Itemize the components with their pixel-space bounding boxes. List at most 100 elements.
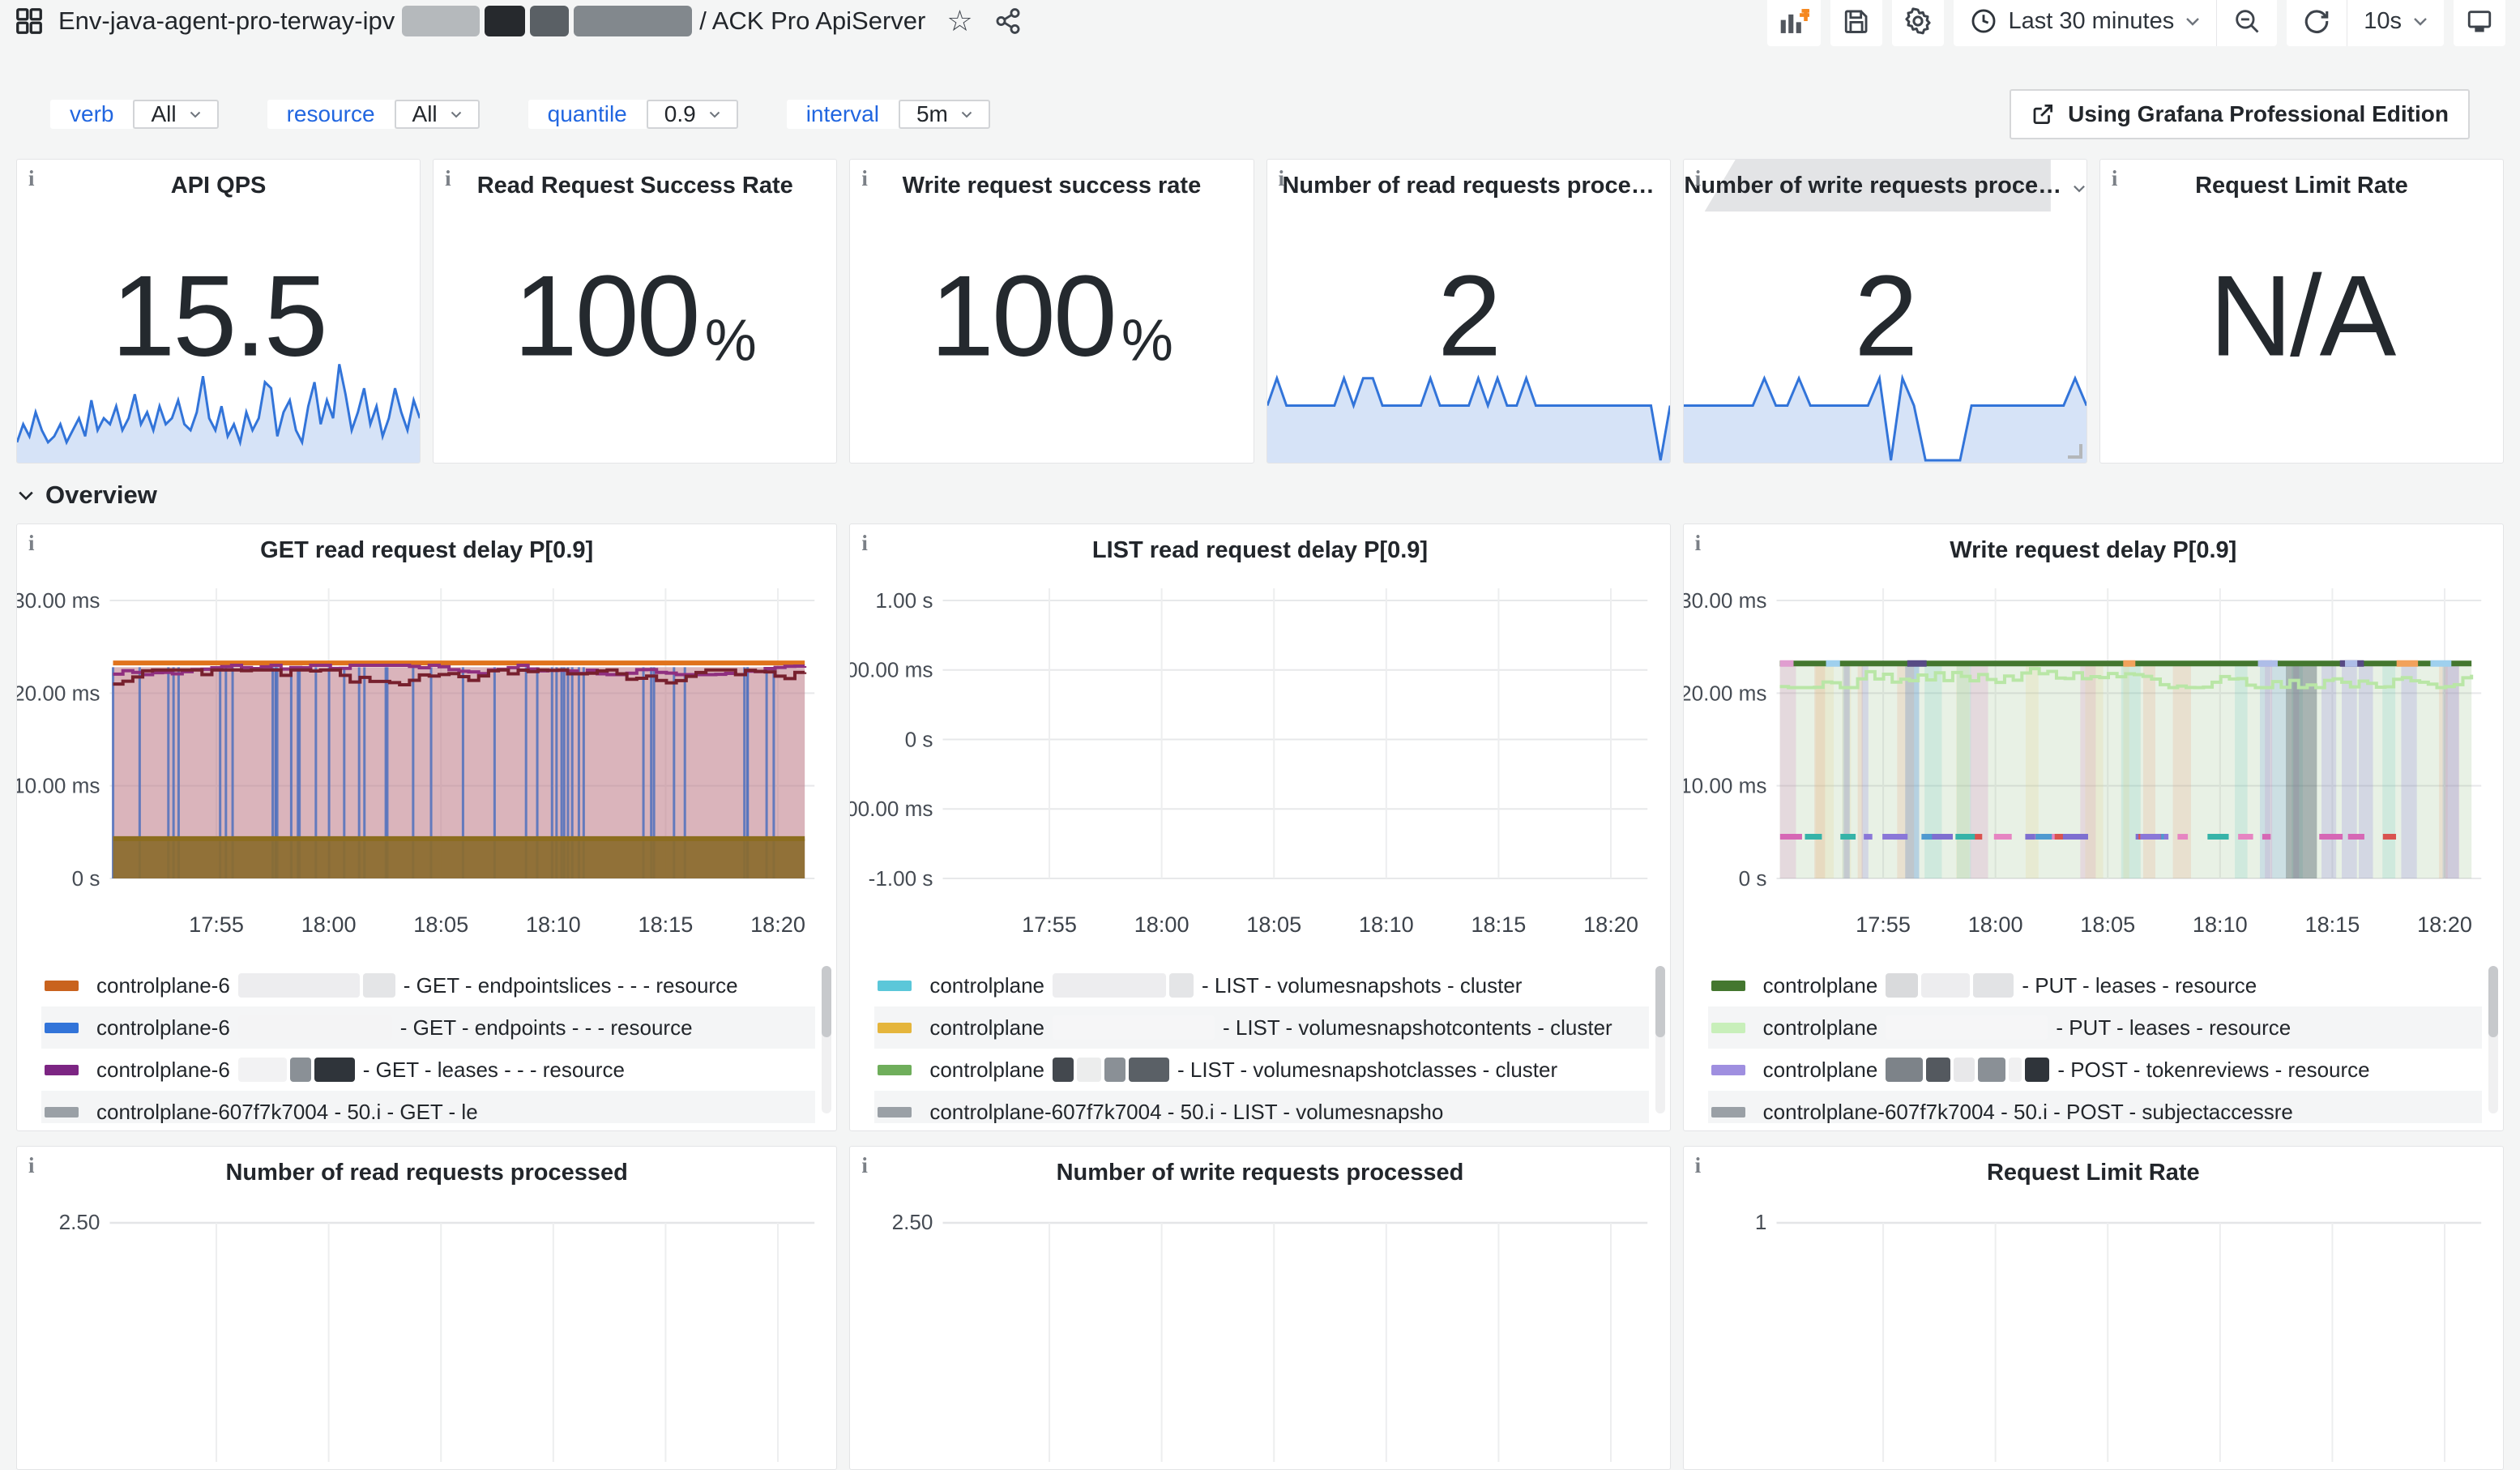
timeseries-chart[interactable]: 1 <box>1684 1186 2503 1462</box>
legend-item[interactable]: controlplane - POST - tokenreviews - reso… <box>1708 1049 2482 1091</box>
chart-panel-write-requests-processed: i Number of write requests processed 2.5… <box>849 1146 1671 1470</box>
panel-title[interactable]: LIST read request delay P[0.9] <box>1091 537 1429 563</box>
filter-label: resource <box>267 100 395 129</box>
favorite-star-icon[interactable]: ☆ <box>946 4 973 37</box>
redacted-blocks <box>237 1015 394 1040</box>
legend-scrollbar-thumb[interactable] <box>2488 966 2498 1037</box>
chart-legend: controlplane-6- GET - endpointslices - -… <box>17 961 836 1123</box>
info-icon[interactable]: i <box>28 1153 35 1177</box>
add-panel-button[interactable] <box>1766 0 1821 46</box>
dashboard-settings-button[interactable] <box>1891 0 1944 46</box>
svg-text:0 s: 0 s <box>1738 866 1766 891</box>
legend-swatch <box>45 980 79 991</box>
legend-scrollbar-thumb[interactable] <box>1655 966 1665 1037</box>
filter-selected-value: All <box>412 101 438 126</box>
redacted-blocks <box>1884 1015 2049 1040</box>
time-range-picker[interactable]: Last 30 minutes <box>1954 0 2217 46</box>
panel-title[interactable]: Number of write requests processed <box>1056 1160 1464 1186</box>
dashboards-grid-icon[interactable] <box>15 6 44 36</box>
panel-title[interactable]: Request Limit Rate <box>2195 173 2408 199</box>
timeseries-chart[interactable]: 2.50 <box>17 1186 836 1462</box>
row-overview-toggle[interactable]: Overview <box>18 476 2520 514</box>
dashboard-title[interactable]: Env-java-agent-pro-terway-ipv / ACK Pro … <box>58 6 925 36</box>
info-icon[interactable]: i <box>861 166 868 190</box>
info-icon[interactable]: i <box>861 531 868 555</box>
legend-item-partial[interactable]: controlplane-607f7k7004 - 50.i - GET - l… <box>41 1091 816 1123</box>
refresh-button[interactable] <box>2287 0 2347 46</box>
chevron-down-icon <box>19 491 33 500</box>
redacted-title-blocks <box>399 6 694 36</box>
timeseries-chart[interactable]: 1.00 s 500.00 ms 0 s -500.00 ms -1.00 s 17:55… <box>850 564 1669 961</box>
svg-text:18:05: 18:05 <box>2080 912 2135 937</box>
info-icon[interactable]: i <box>1278 166 1285 190</box>
filter-value-dropdown[interactable]: 5m <box>898 100 990 129</box>
info-icon[interactable]: i <box>1694 531 1702 555</box>
grafana-edition-button[interactable]: Using Grafana Professional Edition <box>2010 89 2470 139</box>
svg-text:18:00: 18:00 <box>1967 912 2022 937</box>
timeseries-chart[interactable]: 30.00 ms 20.00 ms 10.00 ms 0 s 17:55 18:00 18:… <box>17 564 836 961</box>
info-icon[interactable]: i <box>2111 166 2118 190</box>
redacted-blocks <box>237 1058 357 1082</box>
legend-swatch <box>878 1106 912 1117</box>
kiosk-mode-button[interactable] <box>2454 0 2505 46</box>
filter-label: verb <box>50 100 134 129</box>
panel-title[interactable]: Number of read requests processed <box>225 1160 628 1186</box>
chevron-down-icon <box>451 111 461 118</box>
stat-value: 100% <box>513 251 757 381</box>
timeseries-chart[interactable]: 2.50 <box>850 1186 1669 1462</box>
svg-text:10.00 ms: 10.00 ms <box>1684 774 1766 798</box>
redacted-blocks <box>237 973 397 998</box>
legend-swatch <box>45 1064 79 1075</box>
zoom-out-time-button[interactable] <box>2217 0 2277 46</box>
info-icon[interactable]: i <box>28 531 35 555</box>
redacted-blocks <box>1051 973 1195 998</box>
legend-item[interactable]: controlplane - PUT - leases - resource <box>1708 964 2482 1006</box>
legend-item[interactable]: controlplane-6- GET - leases - - - resou… <box>41 1049 815 1091</box>
legend-item-partial[interactable]: controlplane-607f7k7004 - 50.i - POST - … <box>1707 1091 2482 1123</box>
svg-text:18:10: 18:10 <box>526 912 581 937</box>
legend-item[interactable]: controlplane - LIST - volumesnapshots - c… <box>874 964 1648 1006</box>
legend-item[interactable]: controlplane - LIST - volumesnapshotclass… <box>874 1049 1648 1091</box>
svg-text:18:00: 18:00 <box>301 912 357 937</box>
chevron-down-icon <box>190 111 200 118</box>
info-icon[interactable]: i <box>28 166 35 190</box>
info-icon[interactable]: i <box>861 1153 868 1177</box>
svg-text:2.50: 2.50 <box>59 1210 100 1234</box>
panel-title[interactable]: Write request delay P[0.9] <box>1950 537 2237 563</box>
filter-value-dropdown[interactable]: All <box>133 100 219 129</box>
redacted-blocks <box>1051 1058 1171 1082</box>
panel-title[interactable]: Read Request Success Rate <box>476 173 793 199</box>
legend-item[interactable]: controlplane-6- GET - endpointslices - -… <box>41 964 815 1006</box>
legend-item[interactable]: controlplane-6- GET - endpoints - - - re… <box>41 1006 816 1049</box>
svg-text:18:20: 18:20 <box>1583 912 1638 937</box>
filter-value-dropdown[interactable]: 0.9 <box>646 100 738 129</box>
filter-quantile: quantile 0.9 <box>527 100 738 129</box>
timeseries-chart[interactable]: 30.00 ms 20.00 ms 10.00 ms 0 s 17:55 18:00 18:… <box>1684 564 2503 961</box>
panel-title[interactable]: Write request success rate <box>902 173 1202 199</box>
svg-text:18:05: 18:05 <box>413 912 468 937</box>
filter-value-dropdown[interactable]: All <box>394 100 480 129</box>
legend-item[interactable]: controlplane - LIST - volumesnapshotconte… <box>874 1006 1649 1049</box>
dashboard-title-text: Env-java-agent-pro-terway-ipv <box>58 6 395 35</box>
refresh-interval-select[interactable]: 10s <box>2347 0 2444 46</box>
panel-title[interactable]: Number of read requests proce… <box>1282 173 1655 199</box>
legend-item-partial[interactable]: controlplane-607f7k7004 - 50.i - LIST - … <box>874 1091 1649 1123</box>
legend-scrollbar-thumb[interactable] <box>822 966 832 1037</box>
save-dashboard-button[interactable] <box>1830 0 1882 46</box>
legend-swatch <box>1711 980 1745 991</box>
svg-text:10.00 ms: 10.00 ms <box>17 774 100 798</box>
panel-title-menu[interactable]: Number of write requests proce… <box>1684 160 2086 199</box>
info-icon[interactable]: i <box>445 166 451 190</box>
panel-title[interactable]: Request Limit Rate <box>1986 1160 2200 1186</box>
svg-text:20.00 ms: 20.00 ms <box>1684 681 1766 705</box>
panel-title[interactable]: API QPS <box>170 173 267 199</box>
stat-panel-request-limit-rate: i Request Limit Rate N/A <box>2099 159 2505 464</box>
panel-resize-handle[interactable] <box>2067 444 2082 459</box>
info-icon[interactable]: i <box>1694 166 1702 190</box>
filter-label: quantile <box>527 100 647 129</box>
svg-text:-500.00 ms: -500.00 ms <box>850 797 933 821</box>
info-icon[interactable]: i <box>1694 1153 1702 1177</box>
panel-title[interactable]: GET read request delay P[0.9] <box>260 537 594 563</box>
legend-item[interactable]: controlplane - PUT - leases - resource <box>1707 1006 2482 1049</box>
share-icon[interactable] <box>994 7 1022 35</box>
